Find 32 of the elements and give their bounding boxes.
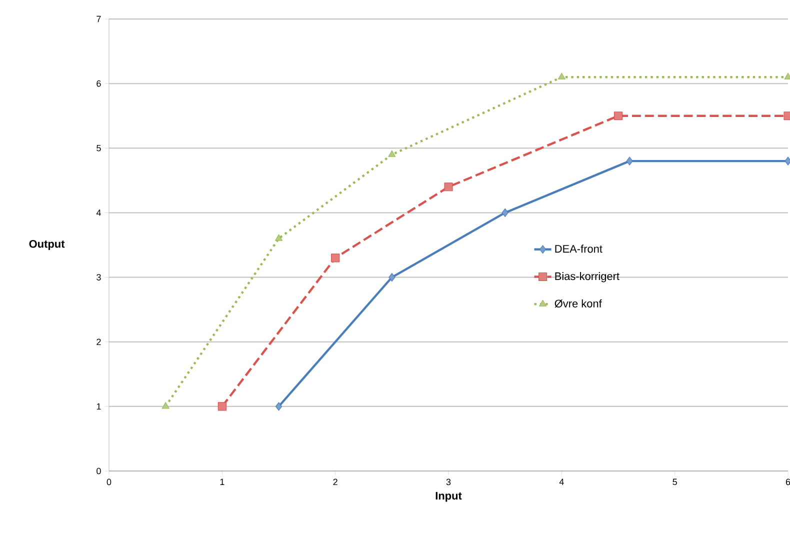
y-tick-label: 5 bbox=[96, 145, 101, 152]
legend-label: Bias-korrigert bbox=[555, 272, 620, 282]
point bbox=[388, 150, 396, 157]
legend-label: DEA-front bbox=[555, 244, 602, 253]
point bbox=[502, 208, 508, 217]
point bbox=[558, 72, 566, 80]
x-tick-label: 0 bbox=[106, 478, 112, 486]
point bbox=[331, 254, 340, 262]
point bbox=[162, 402, 170, 409]
y-tick-label: 6 bbox=[96, 80, 101, 87]
y-tick-label: 4 bbox=[96, 210, 101, 216]
point bbox=[275, 402, 282, 411]
x-tick-label: 3 bbox=[446, 478, 451, 486]
x-axis-title: Input bbox=[436, 492, 462, 502]
point bbox=[626, 156, 633, 166]
y-tick-label: 7 bbox=[96, 16, 101, 22]
y-tick-label: 2 bbox=[96, 338, 101, 345]
point bbox=[444, 182, 453, 192]
x-tick-label: 5 bbox=[672, 478, 677, 486]
y-axis-title: Output bbox=[29, 240, 65, 250]
x-tick-label: 2 bbox=[333, 478, 338, 486]
point bbox=[275, 234, 283, 241]
point bbox=[614, 112, 623, 120]
y-tick-label: 3 bbox=[96, 274, 101, 280]
x-tick-label: 4 bbox=[559, 478, 564, 485]
y-tick-label: 0 bbox=[96, 468, 101, 474]
x-tick-label: 6 bbox=[786, 478, 790, 486]
point bbox=[388, 273, 396, 282]
point bbox=[218, 402, 226, 411]
y-tick-label: 1 bbox=[96, 403, 101, 410]
legend-label: Øvre konf bbox=[554, 299, 602, 308]
x-tick-label: 1 bbox=[220, 478, 224, 485]
